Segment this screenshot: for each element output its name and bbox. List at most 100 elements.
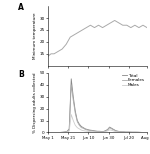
Total: [137, 131, 139, 133]
Females: [99, 131, 100, 132]
Total: [82, 127, 84, 129]
Females: [78, 124, 80, 126]
Males: [53, 132, 55, 133]
Males: [62, 131, 64, 133]
Males: [107, 130, 108, 132]
Total: [107, 129, 108, 130]
Males: [93, 131, 94, 133]
Line: Females: Females: [48, 85, 147, 132]
Females: [66, 131, 68, 132]
Males: [113, 130, 115, 132]
Males: [125, 131, 127, 133]
Total: [76, 120, 78, 122]
Females: [84, 129, 86, 130]
Males: [115, 131, 117, 132]
Females: [115, 130, 117, 132]
Total: [95, 130, 96, 132]
Males: [47, 132, 49, 133]
Total: [113, 129, 115, 130]
Line: Total: Total: [48, 79, 147, 132]
Males: [119, 131, 121, 133]
Females: [47, 132, 49, 133]
Males: [103, 131, 104, 133]
Total: [47, 132, 49, 133]
Males: [105, 131, 106, 132]
Males: [87, 130, 88, 132]
Females: [62, 131, 64, 133]
Males: [101, 131, 102, 133]
Males: [117, 131, 119, 133]
Males: [131, 131, 133, 133]
Females: [68, 129, 70, 130]
Text: B: B: [18, 70, 24, 79]
Females: [50, 132, 52, 133]
Females: [119, 131, 121, 133]
Females: [101, 131, 102, 133]
Total: [109, 126, 111, 128]
Males: [76, 127, 78, 129]
Males: [135, 131, 137, 133]
Total: [56, 132, 58, 133]
Total: [101, 131, 102, 132]
Males: [133, 131, 135, 133]
Y-axis label: % Dispersing adults collected: % Dispersing adults collected: [33, 72, 38, 133]
Text: A: A: [18, 3, 24, 12]
Total: [105, 130, 106, 132]
Males: [109, 129, 111, 131]
Total: [66, 130, 68, 132]
Males: [82, 130, 84, 132]
Total: [59, 132, 61, 133]
Females: [80, 127, 82, 129]
Total: [70, 78, 72, 80]
Total: [78, 123, 80, 125]
Males: [143, 132, 145, 133]
Y-axis label: Minimum temperature: Minimum temperature: [33, 13, 38, 59]
Total: [91, 129, 92, 131]
Males: [146, 132, 148, 133]
Total: [80, 126, 82, 127]
Males: [66, 131, 68, 133]
Males: [121, 131, 123, 133]
Females: [74, 112, 76, 114]
Males: [68, 130, 70, 132]
Total: [53, 132, 55, 133]
Males: [80, 129, 82, 131]
Females: [91, 130, 92, 132]
Females: [123, 131, 125, 133]
Males: [91, 131, 92, 133]
Total: [111, 127, 112, 129]
Males: [139, 132, 141, 133]
Females: [105, 130, 106, 132]
Total: [135, 131, 137, 133]
Males: [70, 114, 72, 116]
Females: [64, 131, 66, 133]
Total: [84, 128, 86, 130]
Total: [129, 131, 131, 133]
Total: [93, 130, 94, 132]
Females: [131, 131, 133, 133]
Females: [125, 131, 127, 133]
Total: [139, 131, 141, 133]
Total: [119, 131, 121, 132]
Females: [70, 84, 72, 86]
Females: [88, 129, 90, 131]
Total: [50, 132, 52, 133]
Total: [74, 110, 76, 112]
Females: [117, 130, 119, 132]
Females: [72, 99, 74, 101]
Females: [59, 132, 61, 133]
Males: [127, 131, 129, 133]
Total: [123, 131, 125, 133]
Females: [146, 132, 148, 133]
Males: [50, 132, 52, 133]
Males: [99, 131, 100, 133]
Total: [131, 131, 133, 133]
Males: [72, 120, 74, 122]
Females: [135, 131, 137, 133]
Males: [84, 130, 86, 132]
Total: [87, 129, 88, 130]
Total: [141, 132, 143, 133]
Males: [78, 128, 80, 130]
Males: [56, 132, 58, 133]
Males: [97, 131, 98, 133]
